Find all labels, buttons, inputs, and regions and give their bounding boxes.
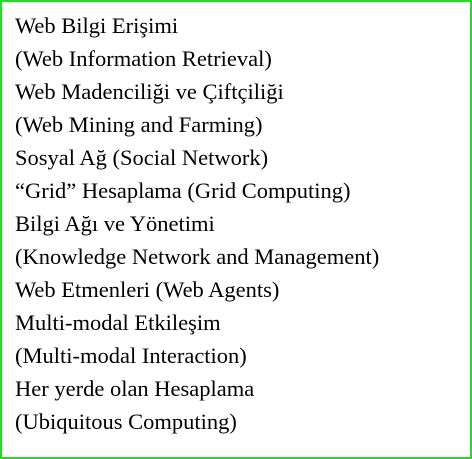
topic-line-web-etmenleri: Web Etmenleri (Web Agents) bbox=[15, 277, 280, 302]
topic-list: Web Bilgi Erişimi (Web Information Retri… bbox=[15, 9, 379, 438]
topic-line-knowledge-network: (Knowledge Network and Management) bbox=[15, 244, 380, 269]
topic-line-web-mining-farming: (Web Mining and Farming) bbox=[15, 112, 263, 137]
topic-line-web-information-retrieval: (Web Information Retrieval) bbox=[15, 46, 272, 71]
topic-line-web-madenciligi: Web Madenciliği ve Çiftçiliği bbox=[15, 79, 284, 104]
topic-line-her-yerde-hesaplama: Her yerde olan Hesaplama bbox=[15, 376, 255, 401]
topic-line-multi-modal-etkilesim: Multi-modal Etkileşim bbox=[15, 310, 221, 335]
topic-line-bilgi-agi: Bilgi Ağı ve Yönetimi bbox=[15, 211, 215, 236]
topic-line-ubiquitous-computing: (Ubiquitous Computing) bbox=[15, 409, 237, 434]
topic-line-sosyal-ag: Sosyal Ağ (Social Network) bbox=[15, 145, 269, 170]
topic-line-web-bilgi-erisimi: Web Bilgi Erişimi bbox=[15, 13, 179, 38]
topic-line-multi-modal-interaction: (Multi-modal Interaction) bbox=[15, 343, 247, 368]
topic-line-grid-hesaplama: “Grid” Hesaplama (Grid Computing) bbox=[15, 178, 351, 203]
